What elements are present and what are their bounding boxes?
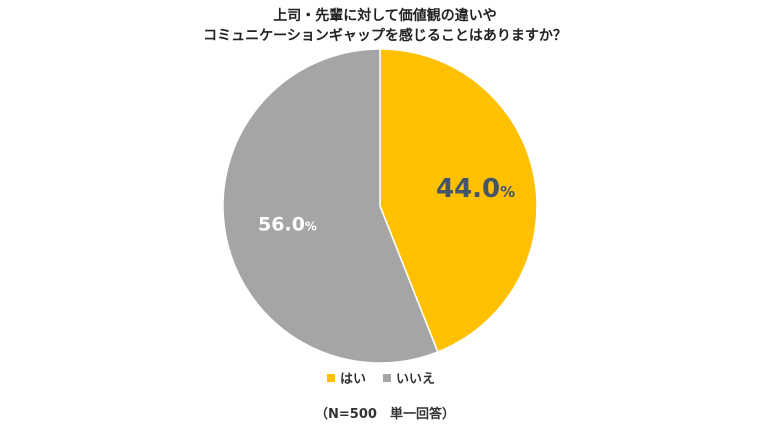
pie-data-label-hai: 44.0% bbox=[436, 174, 515, 204]
legend-swatch-iie bbox=[383, 374, 391, 382]
legend-label-iie: いいえ bbox=[396, 372, 435, 387]
pie-data-label-value: 56.0 bbox=[258, 213, 305, 235]
chart-title-line-2: コミュニケーションギャップを感じることはありますか？ bbox=[203, 27, 567, 44]
chart-title-line-1: 上司・先輩に対して価値観の違いや bbox=[273, 7, 497, 24]
pie-data-label-unit: % bbox=[305, 219, 317, 233]
legend-swatch-hai bbox=[327, 374, 335, 382]
legend: はい いいえ bbox=[327, 372, 435, 387]
pie-slices bbox=[222, 48, 538, 364]
pie-data-labels: 44.0%56.0% bbox=[258, 174, 515, 235]
pie-slice-iie bbox=[222, 48, 439, 364]
sample-note: （N=500 単一回答） bbox=[315, 406, 455, 422]
pie-data-label-value: 44.0 bbox=[436, 174, 500, 204]
pie-data-label-iie: 56.0% bbox=[258, 213, 317, 235]
legend-label-hai: はい bbox=[340, 372, 366, 387]
pie-slice-hai bbox=[379, 48, 538, 353]
pie-data-label-unit: % bbox=[500, 183, 515, 201]
